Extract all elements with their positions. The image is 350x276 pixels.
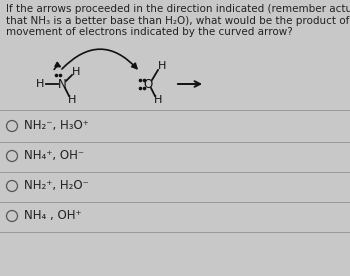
Text: NH₂⁺, H₂O⁻: NH₂⁺, H₂O⁻	[24, 179, 89, 192]
Text: NH₂⁻, H₃O⁺: NH₂⁻, H₃O⁺	[24, 120, 89, 132]
Text: NH₄⁺, OH⁻: NH₄⁺, OH⁻	[24, 150, 84, 163]
Text: N: N	[58, 78, 66, 91]
Text: H: H	[154, 95, 162, 105]
Text: H: H	[36, 79, 44, 89]
Text: H: H	[68, 95, 76, 105]
Text: NH₄ , OH⁺: NH₄ , OH⁺	[24, 209, 82, 222]
Text: If the arrows proceeded in the direction indicated (remember actually though: If the arrows proceeded in the direction…	[6, 4, 350, 14]
FancyArrowPatch shape	[62, 49, 137, 69]
Text: O: O	[144, 78, 153, 91]
Text: movement of electrons indicated by the curved arrow?: movement of electrons indicated by the c…	[6, 27, 293, 37]
FancyArrowPatch shape	[54, 62, 60, 70]
Text: that NH₃ is a better base than H₂O), what would be the product of the: that NH₃ is a better base than H₂O), wha…	[6, 15, 350, 25]
Text: H: H	[158, 61, 166, 71]
Text: H: H	[72, 67, 80, 77]
